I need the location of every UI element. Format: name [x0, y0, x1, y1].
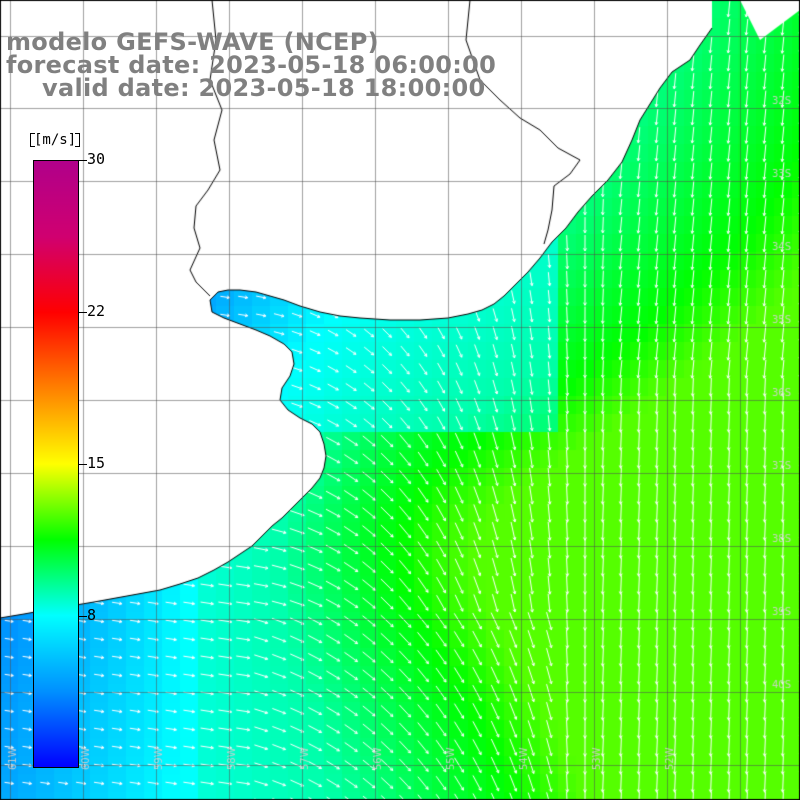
colorbar-tick-label: 30	[87, 150, 106, 168]
valid-date: valid date: 2023-05-18 18:00:00	[42, 74, 486, 102]
colorbar	[33, 160, 79, 768]
colorbar-unit-label: [m/s]	[29, 132, 81, 148]
colorbar-tick-label: 8	[87, 606, 97, 624]
colorbar-tick-label: 22	[87, 302, 106, 320]
model-title: modelo GEFS-WAVE (NCEP)	[6, 28, 379, 56]
colorbar-tickmark	[79, 616, 87, 617]
colorbar-tickmark	[79, 312, 87, 313]
forecast-date: forecast date: 2023-05-18 06:00:00	[6, 51, 497, 79]
colorbar-tick-label: 15	[87, 454, 106, 472]
colorbar-tickmark	[79, 160, 87, 161]
colorbar-tickmark	[79, 464, 87, 465]
